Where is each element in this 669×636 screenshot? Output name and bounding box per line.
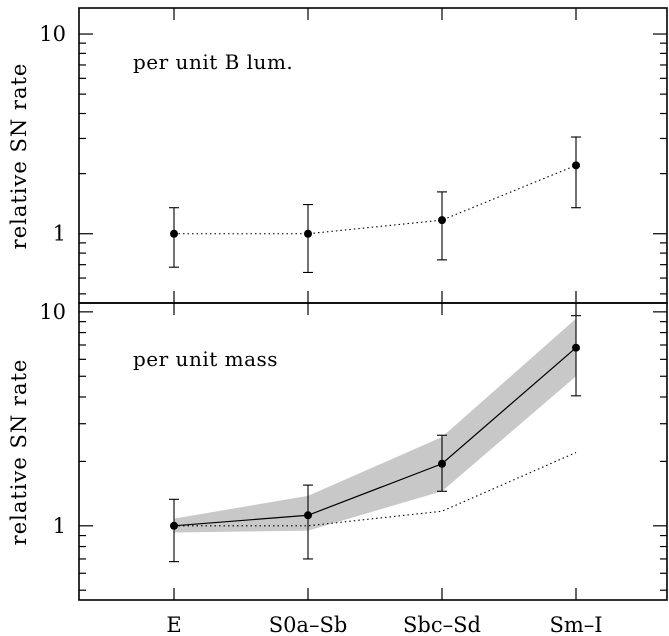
- top-panel-ytick-labels: 1 10: [39, 22, 66, 246]
- bottom-panel-ytick-labels: 1 10: [39, 300, 66, 538]
- x-tick-label: E: [166, 613, 181, 636]
- top-panel: per unit B lum. relative SN rate 1 10: [7, 7, 668, 304]
- bottom-data-point: [438, 459, 446, 468]
- top-data-point: [572, 161, 580, 170]
- bottom-panel-label: per unit mass: [133, 347, 278, 371]
- bottom-data-point: [572, 343, 580, 352]
- bottom-data-point: [304, 511, 312, 520]
- top-panel-label: per unit B lum.: [133, 50, 293, 74]
- x-tick-label: S0a–Sb: [269, 613, 348, 636]
- top-panel-errorbar-layer: [169, 136, 581, 274]
- top-panel-ylabel: relative SN rate: [7, 63, 31, 250]
- top-data-point: [304, 229, 312, 238]
- top-dotted-line: [174, 164, 577, 235]
- x-tick-labels: E S0a–Sb Sbc–Sd Sm–I: [166, 613, 602, 636]
- bottom-data-point: [170, 521, 178, 530]
- bottom-panel-lines-layer: [173, 347, 577, 527]
- bottom-panel-points-layer: [170, 343, 580, 530]
- top-panel-points-layer: [170, 161, 580, 238]
- bottom-ytick-label: 1: [53, 514, 66, 538]
- bottom-panel-ticks-layer: [79, 303, 667, 600]
- bottom-panel: per unit mass relative SN rate 1 10: [7, 300, 668, 601]
- bottom-solid-line: [173, 347, 577, 527]
- top-panel-ticks-layer: [79, 8, 667, 303]
- x-tick-label: Sm–I: [549, 613, 602, 636]
- top-ytick-label: 1: [53, 222, 66, 246]
- bottom-panel-ylabel: relative SN rate: [7, 359, 31, 546]
- bottom-ytick-label: 10: [39, 300, 66, 324]
- top-data-point: [438, 216, 446, 225]
- top-panel-lines-layer: [174, 164, 577, 235]
- x-tick-label: Sbc–Sd: [403, 613, 481, 636]
- top-data-point: [170, 229, 178, 238]
- bottom-panel-frame: [78, 302, 668, 601]
- top-ytick-label: 10: [39, 22, 66, 46]
